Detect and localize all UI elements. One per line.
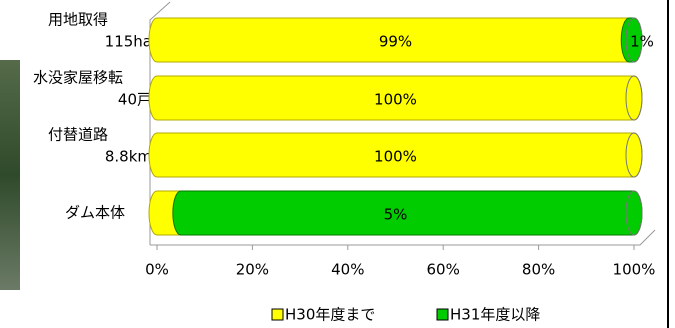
floor	[150, 229, 656, 246]
x-tick-label: 80%	[522, 261, 555, 279]
value-label: 100%	[374, 91, 417, 109]
bar-cap	[625, 17, 643, 63]
bar-cap	[625, 75, 643, 121]
wall	[149, 1, 171, 245]
x-tick-label: 100%	[613, 261, 656, 279]
value-label: 1%	[630, 33, 654, 51]
category-label: ダム本体	[65, 204, 125, 222]
bar-cap	[625, 190, 643, 236]
x-tick-label: 0%	[145, 261, 169, 279]
value-label: 5%	[384, 206, 408, 224]
category-sublabel: 8.8km	[105, 148, 152, 166]
legend-label: H31年度以降	[450, 306, 540, 324]
x-tick-label: 40%	[331, 261, 364, 279]
x-tick-label: 20%	[236, 261, 269, 279]
bar-cap	[625, 132, 643, 178]
value-label: 100%	[374, 148, 417, 166]
value-label: 99%	[379, 33, 412, 51]
category-label: 用地取得	[48, 11, 108, 29]
background-photo	[0, 60, 20, 290]
x-tick-label: 60%	[427, 261, 460, 279]
category-label: 付替道路	[48, 126, 108, 144]
legend-label: H30年度まで	[285, 306, 375, 324]
bar-segment	[172, 190, 643, 236]
category-sublabel: 115ha	[105, 33, 152, 51]
legend-swatch	[271, 308, 284, 321]
legend-swatch	[436, 308, 449, 321]
category-sublabel: 40戸	[118, 91, 152, 109]
category-label: 水没家屋移転	[33, 69, 123, 87]
